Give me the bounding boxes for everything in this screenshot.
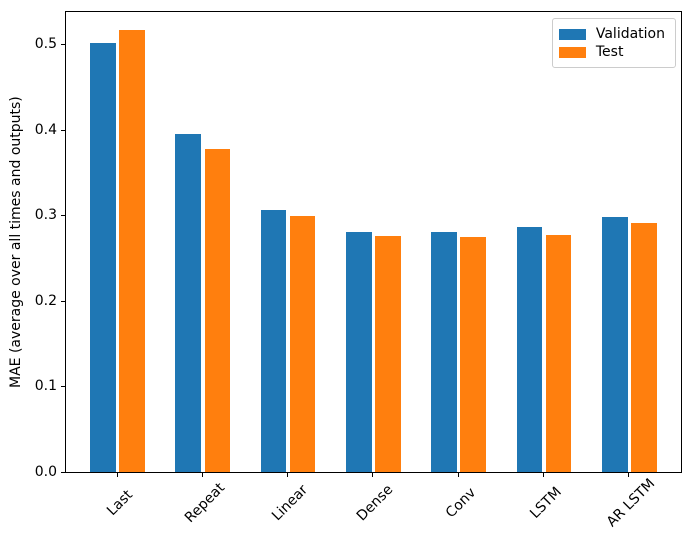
legend-item-test: Test <box>558 44 665 60</box>
bar-validation-repeat <box>175 133 202 472</box>
x-tick-label-repeat: Repeat <box>181 479 228 527</box>
bar-test-lstm <box>545 234 572 472</box>
legend-swatch-test <box>558 46 586 58</box>
y-axis-label: MAE (average over all times and outputs) <box>8 96 24 388</box>
x-tick-mark <box>628 473 630 477</box>
legend-label: Validation <box>595 26 665 42</box>
x-tick-mark <box>287 473 289 477</box>
y-tick-label: 0.3 <box>34 207 57 224</box>
y-tick-mark <box>61 215 65 217</box>
x-tick-label-last: Last <box>103 487 136 519</box>
bar-validation-conv <box>431 232 457 472</box>
bar-test-last <box>119 30 145 472</box>
bar-test-ar-lstm <box>631 222 657 472</box>
bar-validation-lstm <box>516 227 543 472</box>
bar-validation-dense <box>346 232 372 472</box>
y-tick-mark <box>61 300 65 302</box>
y-tick-label: 0.4 <box>34 121 57 138</box>
x-tick-label-lstm: LSTM <box>527 484 565 522</box>
x-tick-mark <box>372 473 374 477</box>
legend-item-validation: Validation <box>558 26 665 42</box>
x-tick-label-dense: Dense <box>354 481 397 525</box>
y-tick-label: 0.0 <box>34 464 57 480</box>
y-tick-mark <box>61 386 65 388</box>
legend: Validation Test <box>551 18 676 68</box>
y-tick-label: 0.2 <box>34 292 57 309</box>
plot-area <box>65 11 682 473</box>
legend-swatch-validation <box>558 28 586 40</box>
bar-validation-linear <box>260 210 287 472</box>
y-tick-mark <box>61 43 65 45</box>
bar-test-repeat <box>204 149 231 472</box>
y-tick-label: 0.1 <box>34 378 57 395</box>
bar-test-linear <box>289 216 316 472</box>
bar-test-dense <box>375 235 401 472</box>
y-tick-mark <box>61 129 65 131</box>
legend-label: Test <box>595 44 624 60</box>
bar-validation-ar-lstm <box>601 216 628 472</box>
y-tick-mark <box>61 472 65 473</box>
y-tick-label: 0.5 <box>34 35 57 52</box>
x-tick-label-ar-lstm: AR LSTM <box>604 475 659 531</box>
bar-validation-last <box>90 43 116 472</box>
x-tick-mark <box>201 473 203 477</box>
x-tick-mark <box>543 473 544 477</box>
x-tick-label-linear: Linear <box>269 481 312 525</box>
x-tick-label-conv: Conv <box>442 484 479 522</box>
x-tick-mark <box>116 473 118 477</box>
x-tick-mark <box>457 473 459 477</box>
bar-test-conv <box>460 237 487 472</box>
